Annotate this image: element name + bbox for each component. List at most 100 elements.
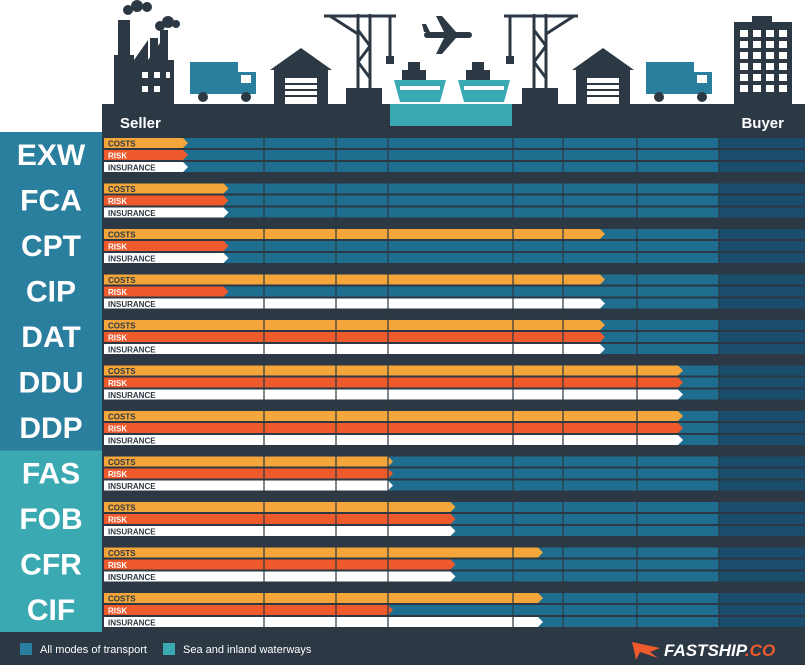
- bar-cip-risk: [183, 286, 229, 297]
- track-buyer-dat-costs: [719, 320, 805, 330]
- track-buyer-fas-costs: [719, 456, 805, 467]
- row-label-cip-risk: RISK: [108, 288, 127, 297]
- track-buyer-cfr-insurance: [719, 571, 805, 582]
- row-label-cip-costs: COSTS: [108, 276, 136, 285]
- bar-fas-insurance: [183, 480, 393, 491]
- track-fca-insurance: [223, 207, 719, 218]
- track-cfr-costs: [538, 547, 719, 558]
- row-label-fca-risk: RISK: [108, 197, 127, 206]
- term-block-cip: [0, 268, 102, 314]
- term-label-cip: CIP: [26, 276, 76, 309]
- row-label-fca-insurance: INSURANCE: [108, 209, 156, 218]
- term-block-cif: [0, 587, 102, 632]
- seller-label: Seller: [120, 115, 161, 132]
- row-label-exw-costs: COSTS: [108, 140, 136, 149]
- label-cell-fca-insurance: [104, 207, 183, 218]
- bar-fob-costs: [183, 502, 456, 512]
- track-buyer-exw-costs: [719, 138, 805, 148]
- track-buyer-fas-insurance: [719, 480, 805, 491]
- truck-icon-right: [646, 62, 712, 102]
- factory-icon: [114, 0, 180, 105]
- track-fob-costs: [450, 502, 719, 512]
- legend-label-sea: Sea and inland waterways: [183, 644, 312, 656]
- track-ddp-insurance: [678, 435, 719, 445]
- label-cell-cif-risk: [104, 605, 183, 615]
- bar-fca-risk: [183, 195, 229, 206]
- row-label-ddp-risk: RISK: [108, 425, 127, 434]
- label-cell-dat-risk: [104, 332, 183, 342]
- bar-cfr-insurance: [183, 571, 456, 582]
- track-fca-costs: [223, 183, 719, 194]
- track-ddu-costs: [678, 365, 719, 376]
- label-cell-cfr-risk: [104, 559, 183, 570]
- track-cif-insurance: [538, 617, 719, 627]
- bar-cip-costs: [183, 274, 605, 285]
- brand-logo-text: FASTSHIP.CO: [664, 641, 775, 660]
- track-cip-insurance: [600, 298, 719, 309]
- label-cell-fca-risk: [104, 195, 183, 206]
- track-cpt-costs: [600, 229, 719, 239]
- term-block-cfr: [0, 541, 102, 587]
- term-label-dat: DAT: [21, 321, 80, 354]
- row-label-cif-insurance: INSURANCE: [108, 619, 156, 628]
- bar-cif-insurance: [183, 617, 543, 627]
- track-cif-costs: [538, 593, 719, 603]
- legend-swatch-sea: [163, 643, 175, 655]
- track-fob-insurance: [450, 526, 719, 536]
- row-label-dat-costs: COSTS: [108, 322, 136, 331]
- ship-icon-right: [458, 62, 510, 102]
- track-buyer-fca-risk: [719, 195, 805, 206]
- bar-cpt-insurance: [183, 253, 229, 263]
- row-label-ddu-costs: COSTS: [108, 367, 136, 376]
- brand-suffix: .CO: [745, 641, 775, 660]
- term-block-exw: [0, 132, 102, 178]
- bar-cif-costs: [183, 593, 543, 603]
- term-block-ddu: [0, 359, 102, 405]
- track-exw-risk: [183, 150, 719, 160]
- term-block-cpt: [0, 223, 102, 269]
- track-fas-insurance: [388, 480, 719, 491]
- label-cell-fas-risk: [104, 468, 183, 479]
- row-label-cif-risk: RISK: [108, 607, 127, 616]
- term-block-fas: [0, 450, 102, 496]
- track-ddu-risk: [678, 377, 719, 388]
- responsibility-bars: COSTS RISK INSURANCE COSTS RISK INSURANCE COST…: [104, 132, 805, 632]
- label-cell-dat-insurance: [104, 344, 183, 354]
- bar-exw-insurance: [183, 162, 188, 172]
- warehouse-icon-left: [270, 48, 332, 104]
- term-label-cpt: CPT: [21, 230, 81, 263]
- bar-dat-costs: [183, 320, 605, 330]
- track-dat-costs: [600, 320, 719, 330]
- bar-cif-risk: [183, 605, 393, 615]
- row-label-fas-risk: RISK: [108, 470, 127, 479]
- track-dat-risk: [600, 332, 719, 342]
- track-cfr-risk: [450, 559, 719, 570]
- track-exw-insurance: [183, 162, 719, 172]
- track-buyer-cfr-costs: [719, 547, 805, 558]
- fastship-logo: FASTSHIP.CO: [632, 641, 775, 660]
- track-ddp-costs: [678, 411, 719, 421]
- track-buyer-cif-costs: [719, 593, 805, 603]
- row-label-cip-insurance: INSURANCE: [108, 300, 156, 309]
- track-fas-risk: [388, 468, 719, 479]
- incoterm-labels: EXW FCA CPT CIP DAT DDU DDP FAS FOB CFR CIF: [0, 132, 102, 632]
- label-cell-exw-costs: [104, 138, 183, 148]
- ship-icon-left: [394, 62, 446, 102]
- bar-exw-costs: [183, 138, 188, 148]
- bar-exw-risk: [183, 150, 188, 160]
- track-buyer-cif-insurance: [719, 617, 805, 627]
- logistics-illustration: [114, 0, 792, 126]
- track-cfr-insurance: [450, 571, 719, 582]
- track-buyer-dat-insurance: [719, 344, 805, 354]
- water-area: [390, 104, 512, 126]
- label-cell-ddu-insurance: [104, 389, 183, 400]
- row-label-cfr-costs: COSTS: [108, 549, 136, 558]
- term-block-fca: [0, 177, 102, 223]
- track-buyer-exw-insurance: [719, 162, 805, 172]
- term-label-ddu: DDU: [19, 367, 84, 400]
- track-buyer-cip-risk: [719, 286, 805, 297]
- bar-cpt-risk: [183, 241, 229, 251]
- track-buyer-cip-insurance: [719, 298, 805, 309]
- track-buyer-ddp-risk: [719, 423, 805, 433]
- track-buyer-ddp-insurance: [719, 435, 805, 445]
